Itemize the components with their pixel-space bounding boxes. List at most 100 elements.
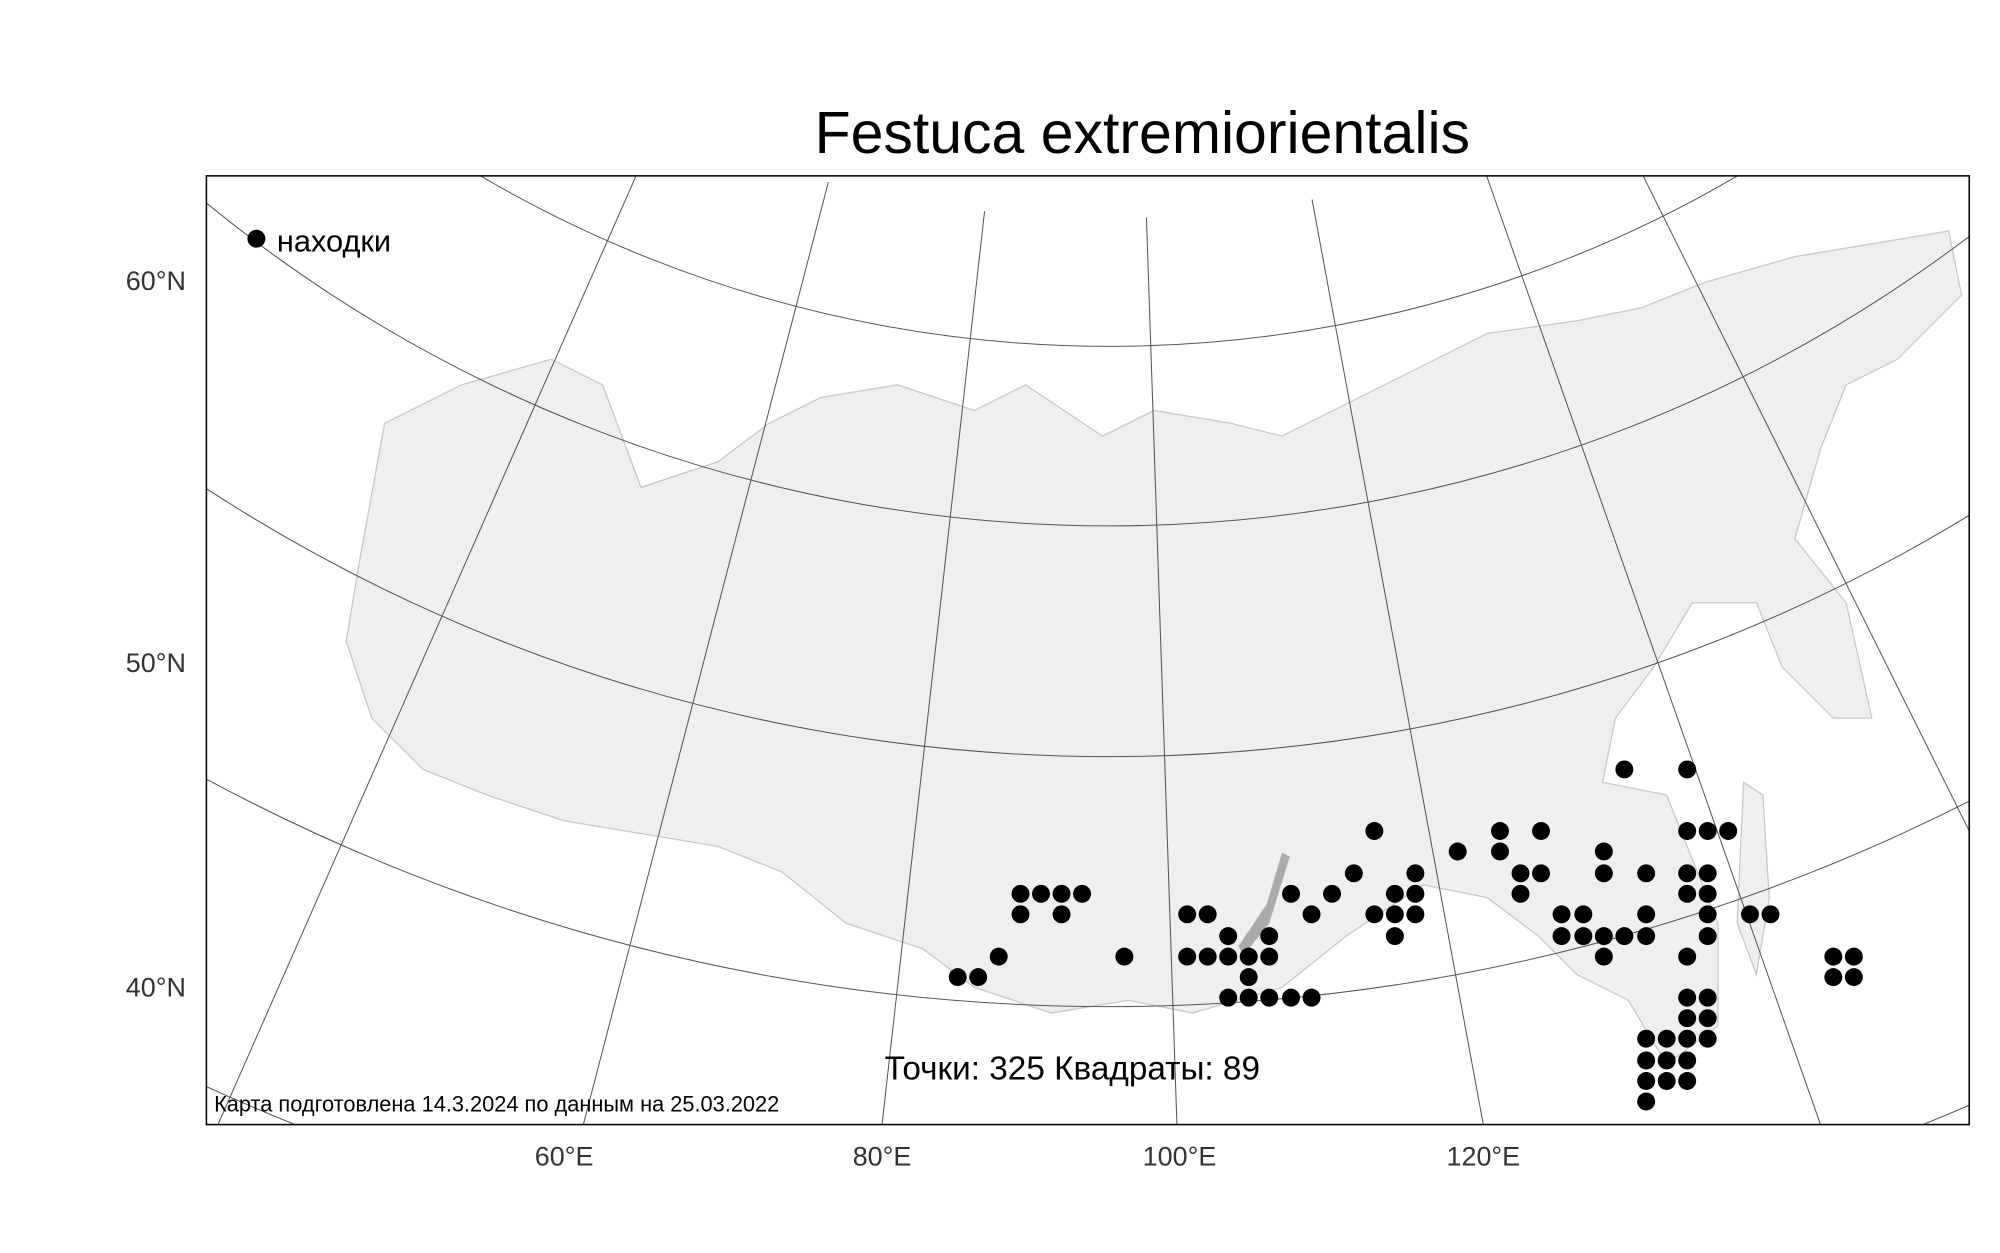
occurrence-point — [948, 968, 967, 987]
occurrence-point — [1698, 927, 1717, 946]
occurrence-point — [1073, 884, 1092, 903]
occurrence-point — [1365, 822, 1384, 840]
occurrence-point — [1678, 864, 1697, 883]
map-title: Festuca extremiorientalis — [815, 101, 1470, 166]
occurrence-point — [1657, 1051, 1676, 1070]
occurrence-point — [1282, 988, 1300, 1007]
occurrence-point — [1260, 927, 1279, 946]
land-area — [345, 230, 1963, 1066]
meridian — [217, 175, 637, 1125]
occurrence-point — [1844, 968, 1863, 987]
occurrence-point — [1594, 927, 1613, 946]
occurrence-point — [1491, 822, 1509, 840]
occurrence-point — [1178, 905, 1197, 924]
occurrence-point — [1698, 864, 1717, 883]
occurrence-point — [1552, 905, 1571, 924]
meridian — [582, 182, 829, 1125]
occurrence-point — [1824, 947, 1843, 966]
occurrence-point — [1302, 988, 1321, 1007]
occurrence-point — [1594, 864, 1613, 883]
occurrence-point — [1615, 760, 1634, 779]
meridian — [881, 211, 986, 1125]
occurrence-point — [1032, 884, 1050, 903]
occurrence-point — [1719, 822, 1738, 840]
meridian — [1642, 175, 1970, 833]
occurrence-point — [1637, 1092, 1656, 1111]
occurrence-point — [1385, 927, 1404, 946]
occurrence-point — [1574, 927, 1593, 946]
meridian — [1311, 199, 1484, 1125]
occurrence-point — [1239, 947, 1258, 966]
footnote: Карта подготовлена 14.3.2024 по данным н… — [214, 1092, 779, 1117]
occurrence-point — [1637, 927, 1656, 946]
occurrence-point — [1698, 884, 1717, 903]
occurrence-point — [1011, 905, 1030, 924]
parallel — [206, 487, 1970, 757]
occurrence-point — [1344, 864, 1363, 883]
meridian — [1145, 217, 1178, 1125]
occurrence-point — [1678, 1051, 1697, 1070]
occurrence-point — [1761, 905, 1780, 924]
occurrence-point — [1198, 947, 1217, 966]
occurrence-point — [1741, 905, 1759, 924]
occurrence-point — [1678, 884, 1697, 903]
occurrence-point — [1532, 822, 1550, 840]
occurrence-point — [1385, 884, 1404, 903]
occurrence-point — [1678, 1009, 1697, 1028]
occurrence-point — [1678, 822, 1697, 840]
map-frame — [205, 175, 1970, 1126]
occurrence-point — [1260, 947, 1279, 966]
sakhalin — [1736, 781, 1770, 978]
occurrence-point — [1844, 947, 1863, 966]
occurrence-point — [989, 947, 1008, 966]
lon-label: 80°E — [853, 1142, 912, 1172]
stats-text: Точки: 325 Квадраты: 89 — [885, 1051, 1260, 1088]
occurrence-point — [1365, 905, 1384, 924]
occurrence-point — [1282, 884, 1300, 903]
lat-label: 40°N — [126, 972, 186, 1002]
occurrence-point — [1657, 1029, 1676, 1048]
occurrence-point — [1698, 905, 1717, 924]
occurrence-point — [1198, 905, 1217, 924]
occurrence-point — [1678, 988, 1697, 1007]
occurrence-point — [1406, 864, 1425, 883]
occurrence-point — [1052, 884, 1071, 903]
occurrence-point — [1698, 988, 1717, 1007]
occurrence-point — [1552, 927, 1571, 946]
occurrence-point — [1637, 1051, 1656, 1070]
lake-baikal — [1238, 852, 1290, 956]
occurrence-point — [1698, 1009, 1717, 1028]
occurrence-point — [1511, 884, 1530, 903]
legend-label: находки — [277, 224, 391, 259]
lon-label: 100°E — [1143, 1142, 1217, 1172]
occurrence-point — [1637, 1029, 1656, 1048]
lon-label: 60°E — [535, 1142, 594, 1172]
occurrence-point — [1406, 884, 1425, 903]
occurrence-point — [1637, 905, 1656, 924]
lon-label: 120°E — [1447, 1142, 1521, 1172]
occurrence-point — [1824, 968, 1843, 987]
occurrence-point — [1574, 905, 1593, 924]
occurrence-point — [1657, 1072, 1676, 1090]
occurrence-point — [1678, 947, 1697, 966]
occurrence-point — [1448, 842, 1467, 861]
lat-label: 50°N — [126, 648, 186, 678]
occurrence-point — [1385, 905, 1404, 924]
occurrence-point — [1011, 884, 1030, 903]
occurrence-point — [1052, 905, 1071, 924]
occurrence-point — [1594, 842, 1613, 861]
occurrence-point — [1239, 968, 1258, 987]
parallel — [206, 201, 1970, 526]
occurrence-point — [1532, 864, 1550, 883]
occurrence-point — [1219, 988, 1238, 1007]
occurrence-point — [1406, 905, 1425, 924]
occurrence-point — [1491, 842, 1509, 861]
occurrence-point — [1678, 1029, 1697, 1048]
occurrence-point — [1219, 947, 1238, 966]
occurrence-point — [1615, 927, 1634, 946]
occurrence-point — [1302, 905, 1321, 924]
occurrence-point — [1511, 864, 1530, 883]
